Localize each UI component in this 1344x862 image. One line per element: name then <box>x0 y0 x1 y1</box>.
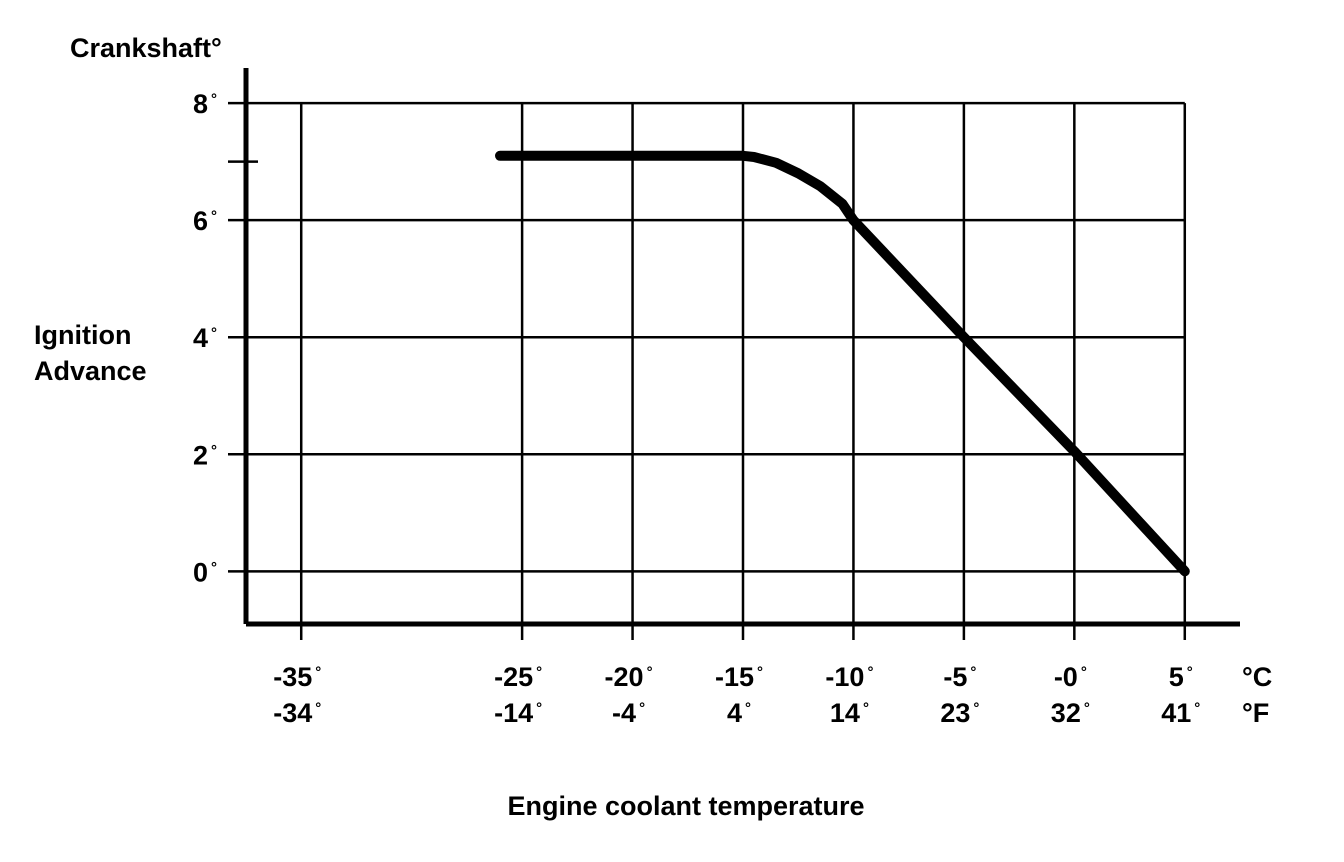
y-axis-label-line1: Ignition <box>34 320 131 350</box>
x-tick-label-f--25: -14 ° <box>494 698 542 728</box>
x-tick-label-c-0: -0 ° <box>1054 662 1087 692</box>
unit-fahrenheit-label: °F <box>1242 698 1269 728</box>
y-axis-label-line2: Advance <box>34 356 147 386</box>
y-axis-top-label: Crankshaft° <box>70 33 222 63</box>
y-tick-label-6: 6 ° <box>193 206 217 236</box>
x-tick-label-c--10: -10 ° <box>825 662 873 692</box>
grid-lines <box>228 101 1187 640</box>
x-tick-label-c--35: -35 ° <box>273 662 321 692</box>
x-axis-label: Engine coolant temperature <box>507 791 864 821</box>
x-tick-label-f--5: 23 ° <box>940 698 979 728</box>
x-tick-label-f--35: -34 ° <box>273 698 321 728</box>
axes <box>228 68 1240 627</box>
y-tick-label-8: 8 ° <box>193 89 217 119</box>
series-line-0 <box>495 150 1190 577</box>
y-tick-label-2: 2 ° <box>193 440 217 470</box>
x-tick-label-f-0: 32 ° <box>1051 698 1090 728</box>
x-tick-label-f--20: -4 ° <box>612 698 645 728</box>
x-tick-label-c-5: 5 ° <box>1169 662 1193 692</box>
x-tick-label-f--15: 4 ° <box>727 698 751 728</box>
x-tick-label-f-5: 41 ° <box>1161 698 1200 728</box>
x-tick-label-c--5: -5 ° <box>943 662 976 692</box>
x-tick-label-c--15: -15 ° <box>715 662 763 692</box>
x-tick-label-c--25: -25 ° <box>494 662 542 692</box>
y-tick-label-4: 4 ° <box>193 323 217 353</box>
x-tick-label-f--10: 14 ° <box>830 698 869 728</box>
unit-celsius-label: °C <box>1242 662 1272 692</box>
tick-labels: 0 ° 2 ° 4 ° 6 ° 8 ° -35 ° -34 ° -25 ° -14 ° -20 ° -4 ° -15 ° 4 ° -… <box>193 89 1200 728</box>
series-layer <box>495 150 1190 577</box>
y-tick-label-0: 0 ° <box>193 557 217 587</box>
x-tick-label-c--20: -20 ° <box>605 662 653 692</box>
